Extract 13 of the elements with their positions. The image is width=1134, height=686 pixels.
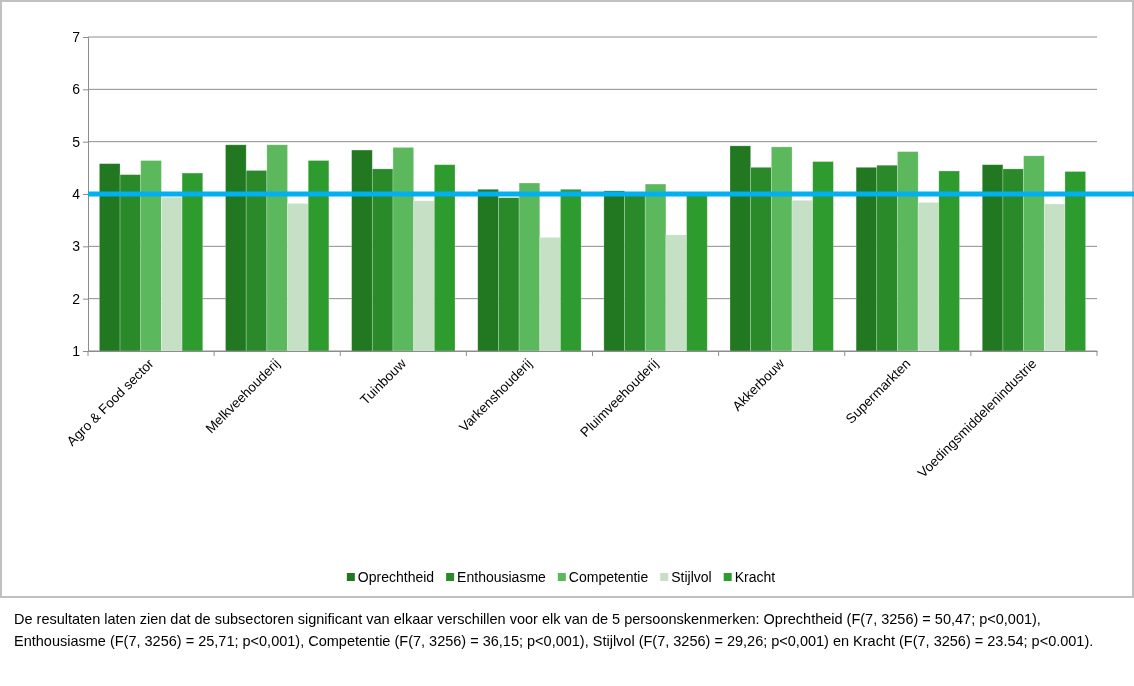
y-tick-label: 5	[72, 133, 81, 150]
legend-label: Stijlvol	[671, 569, 712, 585]
legend-label: Oprechtheid	[357, 569, 435, 585]
y-tick-label: 2	[72, 290, 81, 307]
y-tick-label: 3	[72, 238, 81, 255]
y-tick-label: 7	[72, 28, 81, 45]
legend-label: Competentie	[568, 569, 649, 585]
y-tick-label: 6	[72, 81, 81, 98]
legend-label: Enthousiasme	[457, 569, 547, 585]
y-tick-label: 4	[72, 185, 81, 202]
legend-label: Kracht	[734, 569, 776, 585]
text: De resultaten laten zien dat de subsectoren significant van elkaar verschillen voor elk van de 5 persoonskenmerken: Oprechtheid (F(7, 3256) = 50,47; p<0,001), Enthousiasme (F(7, 3256) = 25,71; p<0,001), Competentie (F(7, 3256) = 36,15; p<0,001), Stijlvol (F(7, 3256) = 29,26; p<0,001) en Kracht (F(7, 3256) = 23.54; p<0.001).	[14, 610, 1095, 651]
y-tick-label: 1	[72, 342, 81, 359]
